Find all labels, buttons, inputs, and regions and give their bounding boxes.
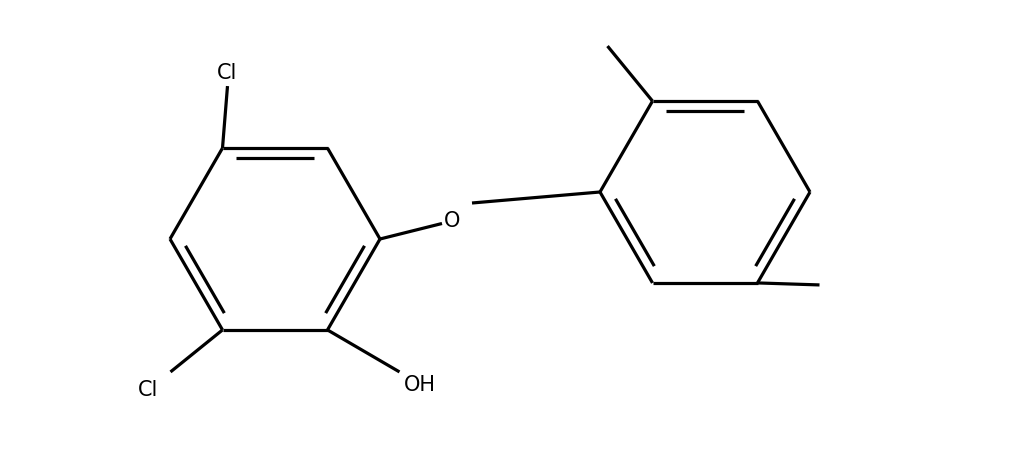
Text: Cl: Cl [139, 380, 159, 400]
Text: OH: OH [403, 375, 435, 395]
Text: O: O [444, 211, 461, 231]
Text: Cl: Cl [218, 63, 238, 83]
